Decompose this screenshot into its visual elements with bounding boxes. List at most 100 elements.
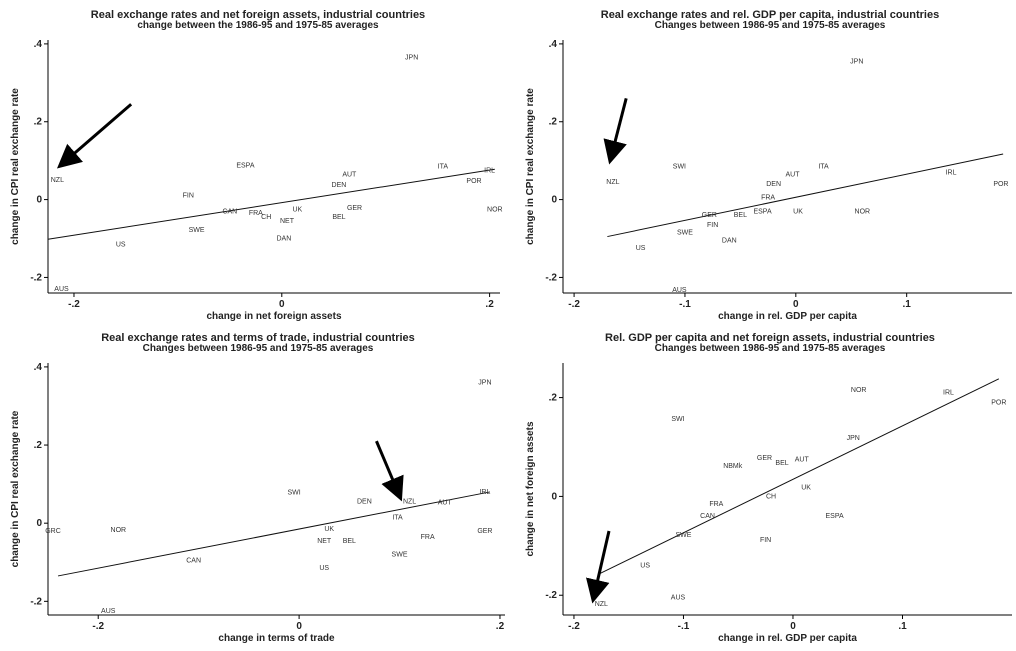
point-label-ch: CH — [766, 493, 776, 500]
y-tick-label: .4 — [34, 39, 43, 50]
point-label-uk: UK — [293, 206, 303, 213]
point-label-us: US — [116, 241, 126, 248]
point-label-jpn: JPN — [847, 435, 860, 442]
y-tick-label: 0 — [551, 491, 557, 502]
point-label-irl: IRL — [946, 169, 957, 176]
x-tick-label: -.1 — [679, 299, 691, 310]
point-label-den: DEN — [357, 499, 372, 506]
point-label-bel: BEL — [332, 214, 345, 221]
panel-gdp-rer: Real exchange rates and rel. GDP per cap… — [525, 9, 1012, 322]
fit-line — [607, 153, 1004, 238]
point-label-por: POR — [993, 181, 1008, 188]
y-axis-label: change in CPI real exchange rate — [525, 88, 536, 245]
chart-title: Real exchange rates and terms of trade, … — [101, 332, 415, 344]
y-tick-label: 0 — [36, 518, 42, 529]
point-label-ger: GER — [702, 212, 717, 219]
point-label-nzl: NZL — [595, 601, 608, 608]
point-label-aus: AUS — [101, 608, 116, 615]
point-label-grc: GRC — [45, 528, 61, 535]
point-label-swi: SWI — [671, 416, 684, 423]
point-label-nzl: NZL — [403, 499, 416, 506]
point-label-fra: FRA — [249, 210, 263, 217]
y-tick-label: 0 — [36, 195, 42, 206]
point-label-den: DEN — [332, 182, 347, 189]
x-tick-label: -.2 — [92, 621, 104, 632]
point-label-fin: FIN — [183, 193, 194, 200]
point-label-can: CAN — [222, 208, 237, 215]
point-label-swi: SWI — [673, 164, 686, 171]
panel-tot-rer: Real exchange rates and terms of trade, … — [10, 332, 505, 644]
y-axis-label: change in CPI real exchange rate — [10, 88, 21, 245]
point-label-us: US — [319, 565, 329, 572]
point-label-bel: BEL — [734, 212, 747, 219]
x-axis-label: change in rel. GDP per capita — [718, 633, 857, 644]
point-label-swe: SWE — [677, 230, 693, 237]
fit-line — [47, 168, 495, 240]
point-label-fra: FRA — [421, 534, 435, 541]
point-label-swe: SWE — [392, 551, 408, 558]
panel-nfa-rer: Real exchange rates and net foreign asse… — [10, 9, 503, 322]
point-label-irl: IRL — [943, 390, 954, 397]
point-label-ita: ITA — [392, 514, 403, 521]
annotation-arrow — [586, 530, 611, 604]
point-label-por: POR — [991, 400, 1006, 407]
point-label-bel: BEL — [775, 460, 788, 467]
point-label-aut: AUT — [785, 171, 800, 178]
point-label-fin: FIN — [707, 222, 718, 229]
point-label-bel: BEL — [343, 538, 356, 545]
point-label-jpn: JPN — [850, 58, 863, 65]
point-label-espa: ESPA — [753, 208, 771, 215]
chart-title: Rel. GDP per capita and net foreign asse… — [605, 332, 935, 344]
point-label-aut: AUT — [795, 456, 810, 463]
point-label-irl: IRL — [479, 489, 490, 496]
point-label-nzl: NZL — [51, 177, 64, 184]
point-label-swi: SWI — [287, 490, 300, 497]
x-tick-label: 0 — [279, 299, 285, 310]
point-label-ger: GER — [477, 528, 492, 535]
point-label-swe: SWE — [189, 227, 205, 234]
y-tick-label: .2 — [549, 117, 558, 128]
point-label-jpn: JPN — [405, 55, 418, 62]
point-label-irl: IRL — [484, 167, 495, 174]
point-label-uk: UK — [801, 485, 811, 492]
annotation-arrow — [56, 103, 133, 169]
chart-subtitle: change between the 1986-95 and 1975-85 a… — [137, 20, 379, 31]
x-axis-label: change in net foreign assets — [206, 311, 341, 322]
point-label-nbmk: NBMk — [723, 463, 743, 470]
chart-subtitle: Changes between 1986-95 and 1975-85 aver… — [143, 343, 374, 354]
fit-line — [57, 491, 491, 577]
point-label-us: US — [636, 245, 646, 252]
y-tick-label: 0 — [551, 195, 557, 206]
point-label-uk: UK — [324, 526, 334, 533]
x-tick-label: -.2 — [568, 621, 580, 632]
y-tick-label: -.2 — [545, 590, 557, 601]
point-label-ch: CH — [261, 214, 271, 221]
point-label-uk: UK — [793, 208, 803, 215]
x-tick-label: .1 — [898, 621, 907, 632]
point-label-ger: GER — [347, 205, 362, 212]
x-tick-label: -.2 — [68, 299, 80, 310]
x-tick-label: -.1 — [678, 621, 690, 632]
point-label-can: CAN — [700, 513, 715, 520]
point-label-fra: FRA — [761, 195, 775, 202]
point-label-net: NET — [317, 538, 332, 545]
point-label-can: CAN — [186, 557, 201, 564]
y-tick-label: -.2 — [545, 272, 557, 283]
point-label-us: US — [640, 563, 650, 570]
x-tick-label: 0 — [793, 299, 799, 310]
point-label-aut: AUT — [342, 171, 357, 178]
point-label-den: DEN — [766, 181, 781, 188]
point-label-nor: NOR — [855, 208, 871, 215]
point-label-fra: FRA — [709, 501, 723, 508]
y-tick-label: .4 — [549, 39, 558, 50]
point-label-espa: ESPA — [826, 513, 844, 520]
y-tick-label: .2 — [34, 440, 43, 451]
y-tick-label: -.2 — [30, 596, 42, 607]
point-label-fin: FIN — [760, 537, 771, 544]
point-label-nor: NOR — [851, 387, 867, 394]
x-tick-label: 0 — [296, 621, 302, 632]
y-tick-label: .4 — [34, 362, 43, 373]
x-axis-label: change in terms of trade — [218, 633, 335, 644]
chart-title: Real exchange rates and rel. GDP per cap… — [601, 9, 939, 21]
